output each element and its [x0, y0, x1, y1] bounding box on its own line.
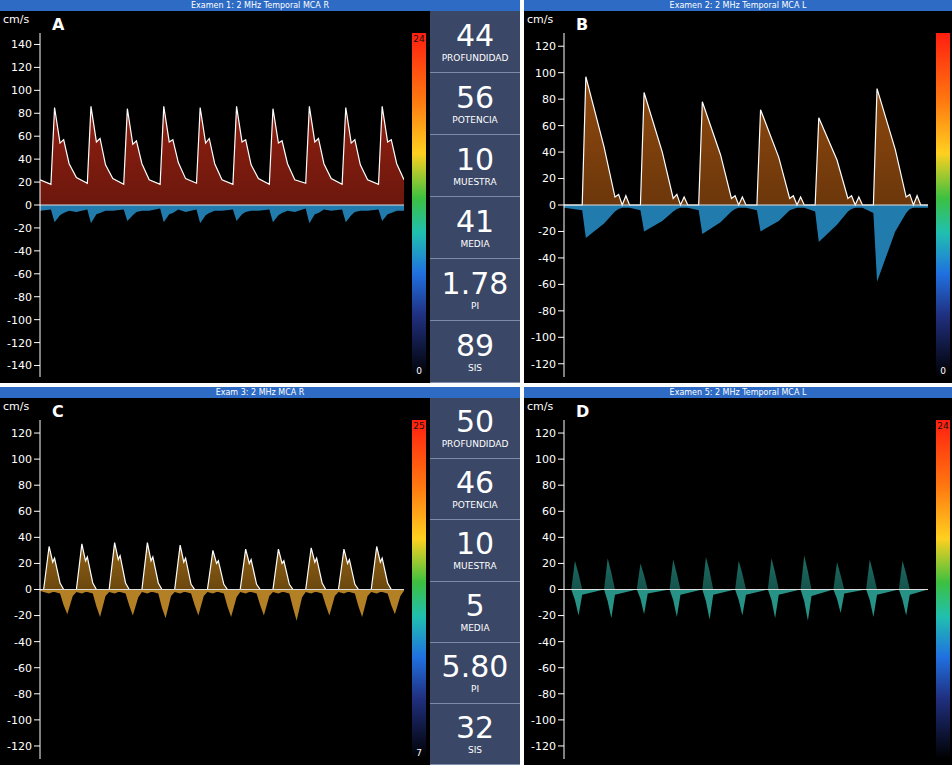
svg-text:-80: -80 [538, 305, 556, 318]
html-text:Examen 5: 2 MHz Temporal MCA L: Examen 5: 2 MHz Temporal MCA L [669, 388, 807, 397]
html-text:44: 44 [455, 17, 495, 53]
svg-text:80: 80 [542, 93, 556, 106]
html-text:24: 24 [937, 421, 949, 431]
svg-text:-60: -60 [538, 662, 556, 675]
html-text:10: 10 [455, 141, 495, 177]
svg-text:-20: -20 [14, 222, 32, 235]
html-text:SIS: SIS [468, 362, 482, 373]
svg-text:0: 0 [549, 583, 556, 596]
html-text:MEDIA: MEDIA [460, 238, 490, 249]
svg-text:120: 120 [11, 427, 32, 440]
html-text:PROFUNDIDAD: PROFUNDIDAD [441, 52, 509, 63]
html-text:PROFUNDIDAD: PROFUNDIDAD [441, 439, 509, 450]
svg-text:-80: -80 [14, 688, 32, 701]
html-text:25: 25 [413, 421, 425, 431]
html-text:MEDIA: MEDIA [460, 622, 490, 633]
svg-text:-80: -80 [14, 291, 32, 304]
html-text:10: 10 [455, 526, 495, 562]
html-text:41: 41 [455, 203, 495, 239]
html-text:cm/s: cm/s [527, 400, 554, 413]
svg-text:120: 120 [11, 61, 32, 74]
svg-text:-20: -20 [538, 225, 556, 238]
html-text:PI: PI [471, 683, 479, 694]
svg-text:80: 80 [18, 479, 32, 492]
svg-text:-60: -60 [14, 268, 32, 281]
svg-text:-100: -100 [531, 714, 556, 727]
html-text:cm/s: cm/s [527, 13, 554, 26]
svg-text:-100: -100 [7, 714, 32, 727]
html-text:0: 0 [416, 366, 422, 376]
svg-text:-120: -120 [531, 358, 556, 371]
svg-text:40: 40 [542, 146, 556, 159]
html-text:SIS: SIS [468, 744, 482, 755]
html-text:Examen 1: 2 MHz Temporal MCA R: Examen 1: 2 MHz Temporal MCA R [191, 1, 329, 10]
svg-text:140: 140 [11, 38, 32, 51]
svg-text:60: 60 [18, 505, 32, 518]
svg-text:60: 60 [542, 505, 556, 518]
svg-text:0: 0 [25, 583, 32, 596]
svg-text:-80: -80 [538, 688, 556, 701]
svg-text:100: 100 [11, 84, 32, 97]
svg-text:-20: -20 [14, 609, 32, 622]
html-text:C: C [52, 402, 64, 421]
html-text:Examen 2: 2 MHz Temporal MCA L: Examen 2: 2 MHz Temporal MCA L [669, 1, 807, 10]
svg-text:40: 40 [542, 531, 556, 544]
svg-text:-120: -120 [7, 337, 32, 350]
html-text:D: D [576, 402, 590, 421]
svg-text:-60: -60 [14, 662, 32, 675]
html-text:5.80: 5.80 [441, 648, 509, 684]
svg-text:60: 60 [542, 120, 556, 133]
svg-text:-140: -140 [7, 359, 32, 372]
html-text:0: 0 [940, 366, 946, 376]
html-text:MUESTRA: MUESTRA [453, 561, 497, 572]
html-text:cm/s: cm/s [3, 400, 30, 413]
svg-text:80: 80 [18, 107, 32, 120]
svg-text:-40: -40 [14, 245, 32, 258]
svg-text:-120: -120 [531, 740, 556, 753]
svg-text:-120: -120 [7, 740, 32, 753]
html-text:1.78: 1.78 [441, 265, 509, 301]
html-text:Exam 3: 2 MHz MCA R: Exam 3: 2 MHz MCA R [215, 388, 305, 397]
html-text:POTENCIA: POTENCIA [452, 500, 498, 511]
html-text:cm/s: cm/s [3, 13, 30, 26]
html-text:24: 24 [413, 34, 425, 44]
svg-text:60: 60 [18, 130, 32, 143]
svg-text:20: 20 [18, 557, 32, 570]
svg-text:20: 20 [542, 172, 556, 185]
svg-text:20: 20 [542, 557, 556, 570]
svg-text:20: 20 [18, 176, 32, 189]
svg-text:120: 120 [535, 40, 556, 53]
html-text:PI: PI [471, 300, 479, 311]
html-text:46: 46 [455, 465, 495, 501]
svg-text:100: 100 [11, 453, 32, 466]
html-text:56: 56 [455, 79, 495, 115]
svg-text:40: 40 [18, 531, 32, 544]
html-text:89: 89 [455, 327, 495, 363]
html-text:MUESTRA: MUESTRA [453, 176, 497, 187]
svg-text:40: 40 [18, 153, 32, 166]
svg-text:0: 0 [25, 199, 32, 212]
html-text:32: 32 [455, 709, 495, 745]
svg-text:0: 0 [549, 199, 556, 212]
html-text:7: 7 [416, 748, 422, 758]
html-text:POTENCIA: POTENCIA [452, 114, 498, 125]
svg-text:-40: -40 [538, 252, 556, 265]
svg-text:120: 120 [535, 427, 556, 440]
svg-text:-20: -20 [538, 609, 556, 622]
svg-text:80: 80 [542, 479, 556, 492]
html-text:B: B [576, 15, 589, 34]
svg-text:-60: -60 [538, 278, 556, 291]
html-text:A: A [52, 15, 65, 34]
html-text:5: 5 [465, 587, 485, 623]
svg-text:100: 100 [535, 67, 556, 80]
svg-text:-40: -40 [14, 636, 32, 649]
html-text:50: 50 [455, 404, 495, 440]
svg-text:100: 100 [535, 453, 556, 466]
svg-text:-100: -100 [7, 314, 32, 327]
svg-text:-40: -40 [538, 636, 556, 649]
svg-text:-100: -100 [531, 331, 556, 344]
